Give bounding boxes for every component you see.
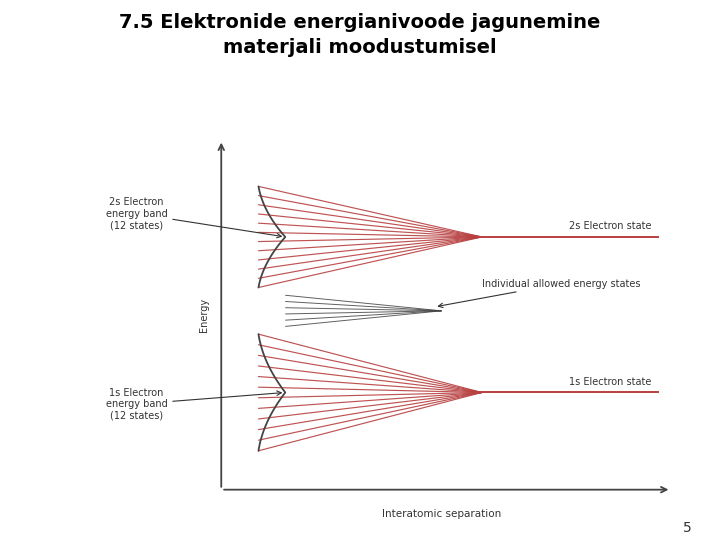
Text: Individual allowed energy states: Individual allowed energy states [438, 279, 640, 308]
Text: 2s Electron
energy band
(12 states): 2s Electron energy band (12 states) [106, 197, 282, 238]
Text: 2s Electron state: 2s Electron state [569, 221, 651, 231]
Text: materjali moodustumisel: materjali moodustumisel [223, 38, 497, 57]
Text: 7.5 Elektronide energianivoode jagunemine: 7.5 Elektronide energianivoode jagunemin… [120, 14, 600, 32]
Text: 1s Electron state: 1s Electron state [569, 376, 651, 387]
Text: 1s Electron
energy band
(12 states): 1s Electron energy band (12 states) [106, 388, 282, 421]
Text: Energy: Energy [199, 298, 210, 332]
Text: Interatomic separation: Interatomic separation [382, 509, 501, 519]
Text: 5: 5 [683, 521, 691, 535]
